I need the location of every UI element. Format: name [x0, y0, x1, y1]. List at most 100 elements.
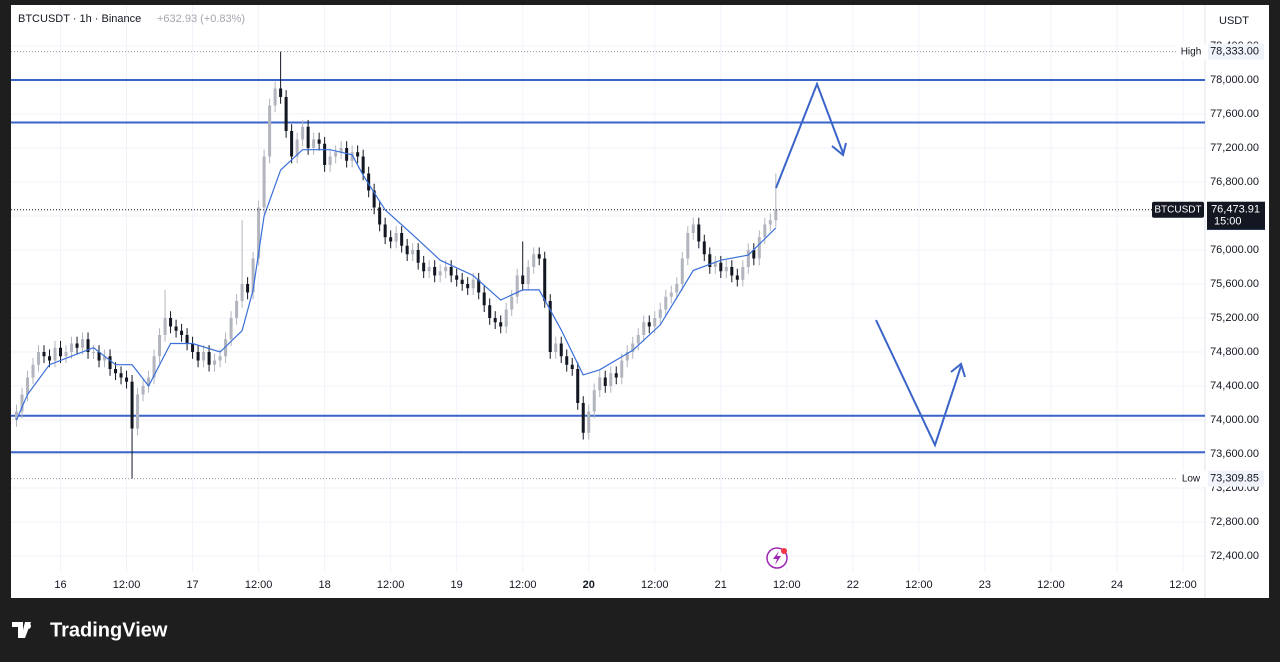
candle-body: [284, 96, 288, 131]
candle-body: [350, 152, 354, 161]
candle-body: [526, 266, 530, 284]
candle-body: [372, 190, 376, 208]
x-tick-label: 18: [319, 579, 331, 591]
candle-body: [312, 139, 316, 148]
x-tick-label: 17: [186, 579, 198, 591]
candle-body: [114, 368, 118, 374]
arrow-head: [831, 142, 847, 157]
candle-body: [306, 126, 310, 148]
high-tag-bg: [1176, 43, 1206, 60]
candle-body: [587, 411, 591, 433]
overlay: High 78,333.00 Low 73,309.85 BTCUSDT 76,473.9…: [11, 43, 1265, 487]
x-tick-label: 19: [451, 579, 463, 591]
high-tag: High: [1181, 46, 1202, 57]
candle-body: [576, 368, 580, 403]
high-value-bg: [1208, 43, 1264, 60]
candle-body: [97, 351, 101, 361]
x-tick-label: 21: [715, 579, 727, 591]
candle-body: [433, 266, 437, 276]
candle-body: [141, 385, 145, 395]
candle-body: [147, 377, 151, 386]
candle-body: [268, 105, 272, 157]
candle-body: [757, 237, 761, 259]
candle-body: [719, 262, 723, 272]
x-tick-label: 12:00: [1169, 579, 1197, 591]
candle-body: [581, 402, 585, 433]
candle-body: [59, 347, 63, 357]
candle-body: [499, 322, 503, 327]
icon-dot: [781, 548, 787, 554]
brand-name: TradingView: [50, 619, 168, 641]
candle-body: [378, 207, 382, 225]
x-tick-label: 12:00: [245, 579, 273, 591]
candle-body: [31, 364, 35, 378]
candle-body: [301, 126, 305, 140]
brand: TradingView: [12, 619, 168, 641]
candle-body: [174, 326, 178, 331]
y-tick-label: 77,600.00: [1210, 108, 1259, 120]
arrow-down-path: [875, 319, 962, 448]
candle-body: [686, 232, 690, 259]
y-tick-label: 72,800.00: [1210, 516, 1259, 528]
candle-body: [598, 377, 602, 391]
change-label: +632.93 (+0.83%): [157, 13, 245, 25]
candle-body: [383, 224, 387, 238]
x-tick-label: 16: [54, 579, 66, 591]
y-tick-label: 74,000.00: [1210, 414, 1259, 426]
candle-body: [620, 360, 624, 378]
candle-body: [48, 356, 52, 361]
symbol-title: BTCUSDT · 1h · Binance: [18, 13, 141, 25]
candle-body: [471, 279, 475, 289]
candle-body: [367, 173, 371, 191]
candle-body: [466, 283, 470, 289]
x-tick-label: 12:00: [773, 579, 801, 591]
candle-body: [642, 322, 646, 335]
candle-body: [394, 232, 398, 242]
lightning-icon[interactable]: [766, 547, 788, 569]
low-value: 73,309.85: [1210, 473, 1259, 485]
symbol-tag-bg: [1152, 201, 1204, 218]
y-tick-label: 73,600.00: [1210, 448, 1259, 460]
candle-body: [702, 241, 706, 255]
y-tick-label: 76,800.00: [1210, 176, 1259, 188]
candle-body: [92, 351, 96, 353]
candle-body: [273, 88, 277, 106]
y-tick-label: 74,400.00: [1210, 380, 1259, 392]
candle-body: [356, 152, 360, 157]
candle-body: [647, 322, 651, 327]
candle-body: [592, 390, 596, 412]
candle-body: [675, 283, 679, 293]
candle-body: [405, 245, 409, 255]
candle-body: [36, 351, 41, 365]
candle-body: [262, 156, 266, 208]
high-value: 78,333.00: [1210, 46, 1259, 58]
candle-body: [14, 411, 19, 420]
candle-body: [185, 334, 189, 344]
candle-body: [400, 232, 404, 246]
candle-body: [218, 356, 222, 361]
candle-body: [427, 266, 431, 272]
candle-body: [279, 88, 283, 97]
candle-body: [295, 139, 299, 157]
candle-body: [488, 305, 492, 318]
candle-body: [257, 207, 261, 259]
candle-body: [477, 279, 481, 293]
candles: [14, 51, 778, 479]
candle-body: [708, 254, 712, 267]
candle-body: [86, 339, 90, 352]
candle-body: [680, 258, 684, 284]
candle-body: [339, 147, 343, 153]
chart-panel: [11, 5, 1269, 598]
levels: [11, 78, 1205, 454]
candle-body: [25, 377, 30, 395]
candle-body: [422, 262, 426, 272]
x-tick-label: 12:00: [377, 579, 405, 591]
x-tick-label: 12:00: [641, 579, 669, 591]
candle-body: [713, 262, 717, 267]
moving-average: [15, 149, 777, 421]
candle-body: [691, 224, 695, 233]
candle-body: [658, 309, 662, 318]
candle-body: [389, 237, 393, 242]
candle-body: [180, 330, 184, 335]
